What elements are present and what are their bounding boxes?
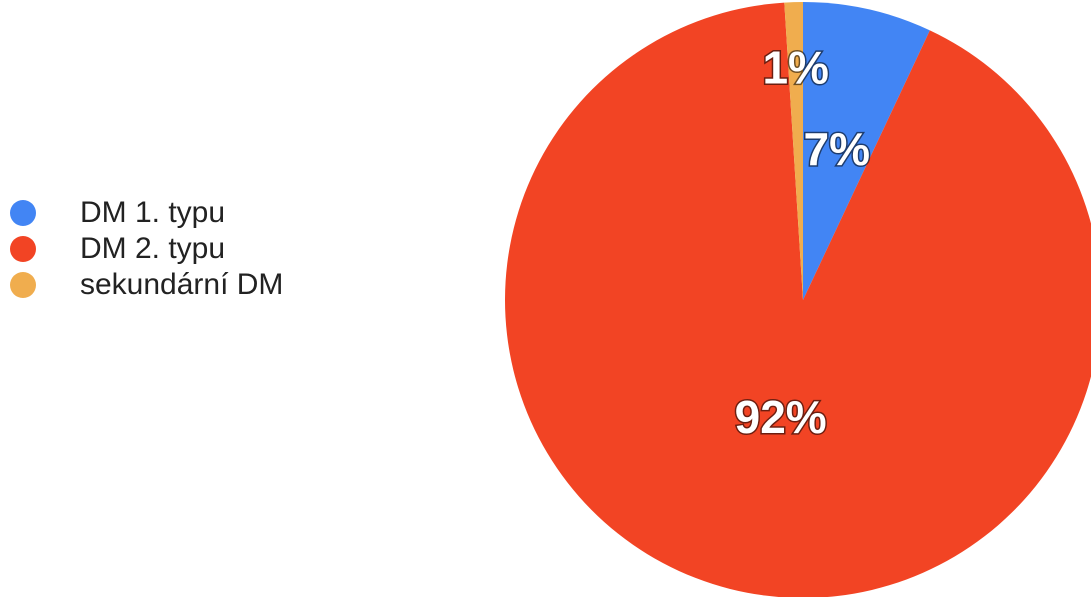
legend-swatch-dm2 — [10, 236, 36, 262]
pie-label-dm1: 7% — [804, 123, 870, 175]
legend-swatch-secondary — [10, 272, 36, 298]
legend-item-secondary: sekundární DM — [10, 267, 410, 303]
pie-label-secondary: 1% — [762, 42, 828, 94]
pie-slice-labels: 7% 92% 1% — [733, 40, 871, 444]
legend-label-secondary: sekundární DM — [80, 268, 284, 301]
legend-label-dm1: DM 1. typu — [80, 196, 226, 229]
pie-slice-secondary — [784, 2, 803, 300]
legend-swatch-dm1 — [10, 200, 36, 226]
pie-label-dm2: 92% — [735, 391, 827, 443]
pie-slice-dm1 — [803, 2, 930, 300]
pie-slices — [505, 2, 1091, 597]
chart-legend: DM 1. typu DM 2. typu sekundární DM — [10, 195, 410, 303]
legend-item-dm1: DM 1. typu — [10, 195, 410, 231]
legend-item-dm2: DM 2. typu — [10, 231, 410, 267]
pie-slice-dm2 — [505, 2, 1091, 597]
legend-label-dm2: DM 2. typu — [80, 232, 226, 265]
